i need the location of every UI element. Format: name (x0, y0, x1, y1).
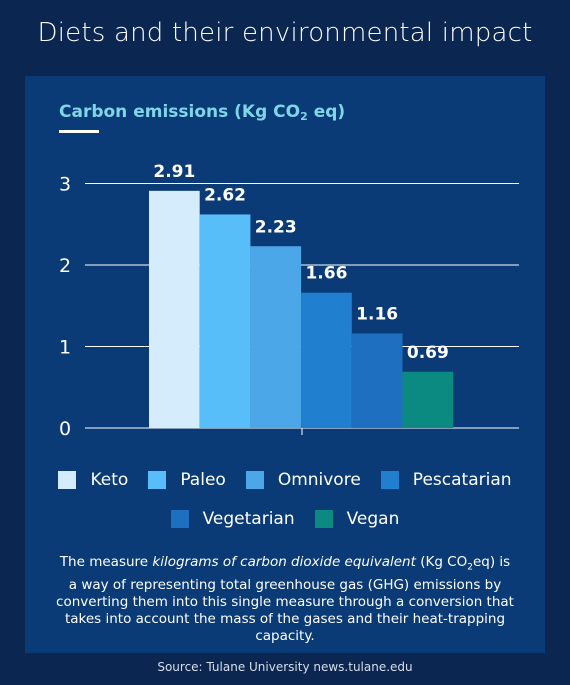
legend-swatch (148, 471, 167, 489)
bar-keto (149, 190, 200, 428)
legend-label: Vegan (346, 509, 400, 529)
chart-panel: Carbon emissions (Kg CO2 eq) 0 1 2 3 2.91 2.6… (25, 76, 545, 653)
legend-item-omnivore: Omnivore (245, 470, 361, 490)
bar-pescatarian (301, 292, 352, 428)
legend-swatch (245, 471, 264, 489)
source-credit: Source: Tulane University news.tulane.ed… (157, 660, 413, 674)
legend-row-1: Keto Paleo Omnivore Pescatarian (25, 470, 545, 490)
chart-title-underline (59, 130, 99, 133)
legend-item-paleo: Paleo (148, 470, 226, 490)
y-tick-label: 1 (59, 337, 71, 359)
legend-swatch (314, 510, 333, 528)
value-label: 1.16 (356, 304, 398, 324)
y-tick-label: 2 (59, 255, 71, 277)
legend-row-2: Vegetarian Vegan (25, 509, 545, 529)
note-text-2: (Kg CO (415, 554, 468, 570)
y-tick-label: 3 (59, 174, 71, 196)
note-subscript: 2 (467, 562, 473, 573)
value-label: 2.91 (153, 162, 195, 182)
value-label: 2.23 (255, 217, 297, 237)
note-text-3: eq) is a way of representing total green… (56, 554, 514, 644)
value-label: 1.66 (305, 264, 347, 284)
legend-swatch (170, 510, 189, 528)
y-tick-label: 0 (59, 418, 71, 440)
value-label: 2.62 (204, 185, 246, 205)
legend-item-keto: Keto (58, 470, 128, 490)
bar-vegetarian (351, 333, 403, 428)
bar-paleo (199, 214, 251, 428)
bar-omnivore (250, 246, 302, 428)
page-title: Diets and their environmental impact (37, 18, 533, 48)
legend-label: Pescatarian (412, 470, 512, 490)
bar-chart: 0 1 2 3 2.91 2.62 2.23 1.66 1.16 0.69 (59, 162, 519, 440)
legend-label: Omnivore (277, 470, 361, 490)
footnote: The measure kilograms of carbon dioxide … (55, 554, 515, 645)
legend-swatch (380, 471, 399, 489)
bar-vegan (402, 371, 454, 428)
chart-title-end: eq) (307, 102, 346, 122)
legend-item-vegan: Vegan (314, 509, 400, 529)
legend-item-vegetarian: Vegetarian (170, 509, 295, 529)
chart-title-subscript: 2 (300, 110, 308, 123)
note-italic: kilograms of carbon dioxide equivalent (152, 554, 416, 570)
legend-label: Vegetarian (202, 509, 295, 529)
value-label: 0.69 (407, 343, 449, 363)
chart-title-main: Carbon emissions (Kg CO (59, 102, 301, 122)
chart-title: Carbon emissions (Kg CO2 eq) (59, 102, 345, 123)
legend-item-pescatarian: Pescatarian (380, 470, 512, 490)
legend-swatch (58, 471, 77, 489)
legend-label: Keto (90, 470, 129, 490)
note-text-1: The measure (59, 554, 153, 570)
legend-label: Paleo (180, 470, 226, 490)
